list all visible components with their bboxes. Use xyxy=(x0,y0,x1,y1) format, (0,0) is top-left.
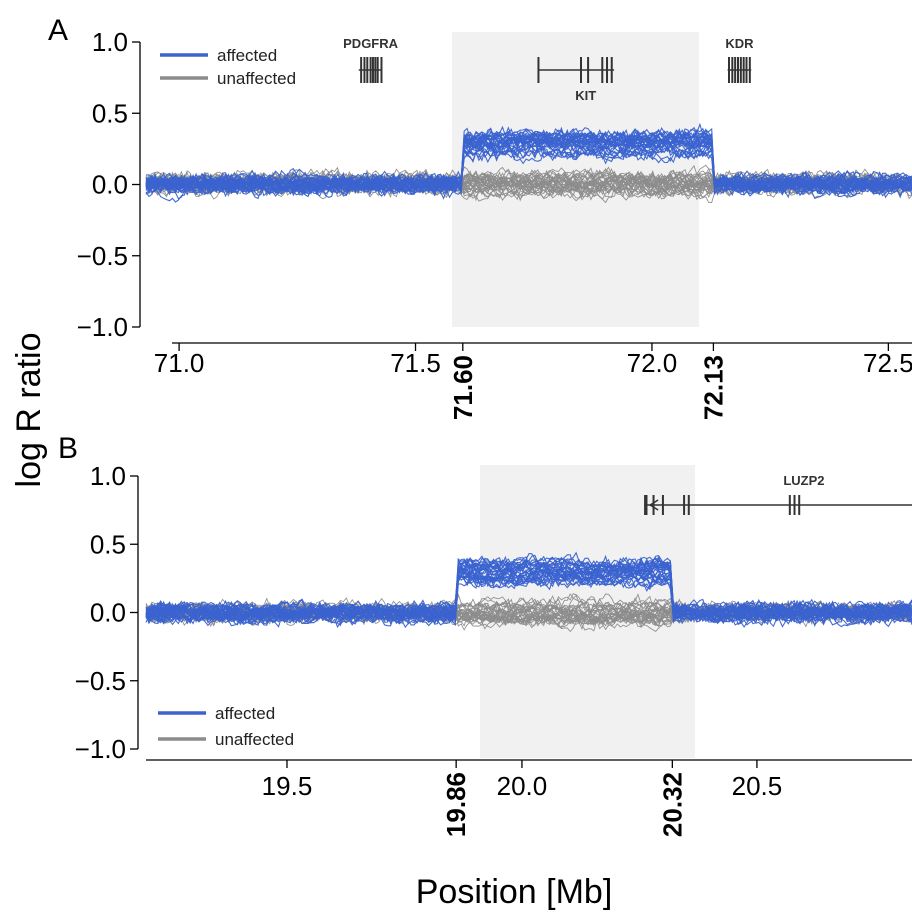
panel-b-genes: LUZP2 xyxy=(644,473,912,515)
panel-b-legend: affected unaffected xyxy=(158,704,294,749)
x-tick-label: 19.5 xyxy=(262,771,313,801)
x-tick-label: 72.0 xyxy=(627,348,678,378)
affected-series-line xyxy=(145,137,912,193)
panel-a: PDGFRA KIT KDR −1.0 −0.5 0.0 0.5 1.0 71.0 71.5 72… xyxy=(48,14,912,420)
y-tick-label: 0.0 xyxy=(92,170,128,200)
affected-series-line xyxy=(145,128,912,194)
affected-series-line xyxy=(145,556,912,620)
affected-series-line xyxy=(145,566,912,628)
gene-label: LUZP2 xyxy=(783,473,824,488)
affected-series-line xyxy=(145,553,912,625)
region-boundary-label: 71.60 xyxy=(448,355,478,420)
strand-arrow-icon xyxy=(648,499,659,511)
legend-unaffected-label: unaffected xyxy=(217,69,296,88)
region-boundary-label: 19.86 xyxy=(441,772,471,837)
legend-unaffected-label: unaffected xyxy=(215,730,294,749)
gene-label: KDR xyxy=(725,36,754,51)
region-boundary-label: 72.13 xyxy=(698,355,728,420)
affected-series-line xyxy=(145,557,912,625)
y-tick-label: 1.0 xyxy=(92,27,128,57)
gene-label: KIT xyxy=(575,88,596,103)
region-boundary-label: 20.32 xyxy=(657,772,687,837)
affected-series-line xyxy=(145,131,912,196)
y-tick-label: 1.0 xyxy=(90,461,126,491)
y-tick-label: 0.0 xyxy=(90,598,126,628)
gene-label: PDGFRA xyxy=(343,36,399,51)
panel-b-axes: −1.0 −0.5 0.0 0.5 1.0 19.5 20.0 20.5 19.86 20.32 xyxy=(75,461,912,837)
y-tick-label: −0.5 xyxy=(75,666,126,696)
x-tick-label: 71.0 xyxy=(154,348,205,378)
legend-affected-label: affected xyxy=(217,46,277,65)
panel-b-lines xyxy=(145,551,912,633)
y-tick-label: −1.0 xyxy=(75,734,126,764)
panel-b: LUZP2 −1.0 −0.5 0.0 0.5 1.0 19.5 20.0 20.5 19.86… xyxy=(58,432,912,837)
affected-series-line xyxy=(145,127,912,198)
legend-affected-label: affected xyxy=(215,704,275,723)
y-axis-title: log R ratio xyxy=(10,333,48,488)
x-tick-label: 71.5 xyxy=(390,348,441,378)
x-tick-label: 72.5 xyxy=(863,348,912,378)
x-axis-title: Position [Mb] xyxy=(416,873,613,911)
y-tick-label: 0.5 xyxy=(90,529,126,559)
x-tick-label: 20.5 xyxy=(732,771,783,801)
panel-a-legend: affected unaffected xyxy=(160,46,296,88)
y-tick-label: 0.5 xyxy=(92,98,128,128)
y-tick-label: −0.5 xyxy=(77,241,128,271)
y-tick-label: −1.0 xyxy=(77,312,128,342)
panel-a-genes: PDGFRA KIT KDR xyxy=(343,36,754,103)
panel-b-letter: B xyxy=(58,432,78,465)
affected-series-line xyxy=(145,558,912,621)
affected-series-line xyxy=(145,128,912,196)
panel-a-letter: A xyxy=(48,14,68,47)
panel-a-lines xyxy=(145,122,912,204)
panel-a-axes: −1.0 −0.5 0.0 0.5 1.0 71.0 71.5 72.0 72.5 71.60 72… xyxy=(77,27,912,420)
x-tick-label: 20.0 xyxy=(497,771,548,801)
